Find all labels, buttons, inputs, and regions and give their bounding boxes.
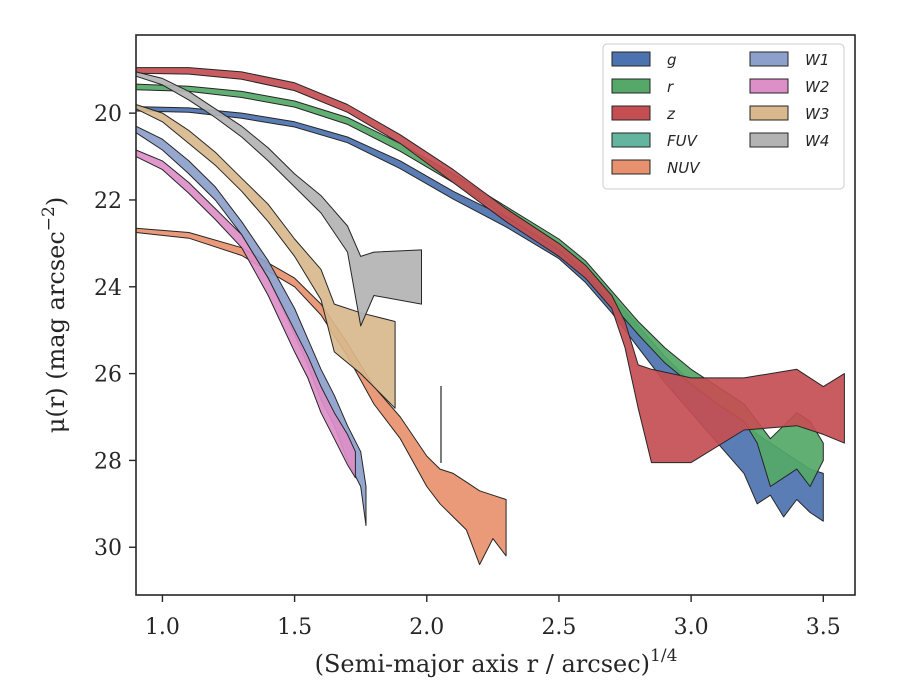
x-tick-label: 2.0 — [409, 615, 444, 640]
legend-label: W1 — [805, 51, 829, 69]
legend-label: g — [667, 51, 677, 69]
legend-label: W3 — [805, 105, 829, 123]
legend-item-w3: W3 — [749, 105, 829, 123]
legend: grz FUV NUV W1 W2 W3 W4 — [602, 43, 845, 190]
x-axis-label: (Semi-major axis r / arcsec)1/4 — [315, 646, 678, 678]
legend-swatch — [611, 105, 651, 121]
series-band-w3 — [135, 104, 396, 409]
series-band-w1 — [135, 125, 367, 526]
legend-label: W4 — [805, 132, 829, 150]
legend-item-nuv: NUV — [611, 159, 701, 177]
y-tick-label: 22 — [94, 189, 122, 214]
x-tick-label: 2.5 — [541, 615, 576, 640]
legend-item-r: r — [611, 78, 674, 96]
y-axis-label: μ(r) (mag arcsec−2) — [39, 197, 70, 433]
x-tick-label: 3.0 — [674, 615, 709, 640]
legend-item-w2: W2 — [749, 78, 829, 96]
legend-swatch — [749, 78, 789, 94]
legend-label: r — [667, 78, 674, 96]
y-tick-label: 24 — [94, 276, 122, 301]
legend-swatch — [749, 132, 789, 148]
y-tick-label: 30 — [94, 536, 122, 561]
x-tick-label: 3.5 — [806, 615, 841, 640]
axis-ticks: 1.0 1.5 2.0 2.5 3.0 3.5 20 22 24 26 28 30 — [94, 102, 841, 640]
series-band-w4 — [135, 71, 422, 327]
legend-swatch — [611, 159, 651, 175]
series-band-z — [135, 67, 845, 464]
legend-swatch — [611, 78, 651, 94]
plot-frame — [135, 34, 856, 596]
y-tick-label: 20 — [94, 102, 122, 127]
legend-swatch — [749, 105, 789, 121]
legend-item-z: z — [611, 105, 676, 123]
legend-swatch — [749, 51, 789, 67]
legend-item-g: g — [611, 51, 677, 69]
legend-swatch — [611, 132, 651, 148]
series-areas — [135, 67, 845, 566]
legend-label: W2 — [805, 78, 829, 96]
x-tick-label: 1.0 — [145, 615, 180, 640]
y-tick-label: 28 — [94, 449, 122, 474]
y-tick-label: 26 — [94, 363, 122, 388]
legend-label: NUV — [667, 159, 701, 177]
series-band-w2 — [135, 149, 356, 479]
legend-label: FUV — [667, 132, 699, 150]
legend-swatch — [611, 51, 651, 67]
legend-label: z — [666, 105, 676, 123]
x-tick-label: 1.5 — [277, 615, 312, 640]
legend-item-fuv: FUV — [611, 132, 699, 150]
legend-item-w1: W1 — [749, 51, 829, 69]
legend-item-w4: W4 — [749, 132, 829, 150]
